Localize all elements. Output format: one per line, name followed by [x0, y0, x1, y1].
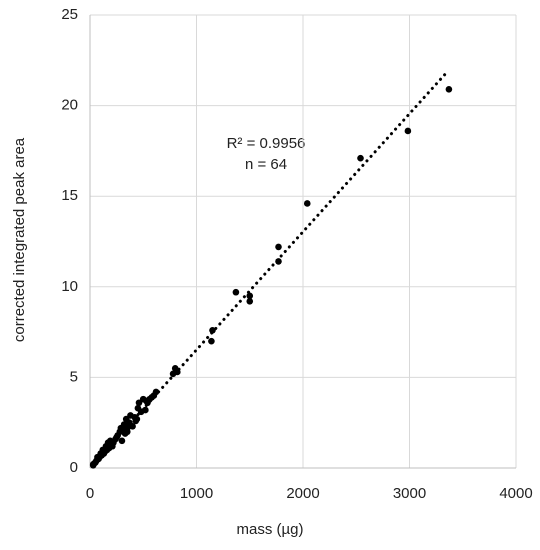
y-tick-label: 25 — [61, 6, 78, 23]
x-tick-label: 1000 — [180, 485, 213, 502]
data-point — [303, 200, 311, 207]
x-tick-label: 0 — [86, 485, 94, 502]
x-tick-label: 3000 — [393, 485, 426, 502]
data-point — [275, 258, 282, 265]
data-point — [114, 432, 121, 439]
y-axis-title: corrected integrated peak area — [11, 137, 28, 342]
y-tick-label: 0 — [70, 459, 78, 476]
x-tick-label: 4000 — [499, 485, 532, 502]
data-point — [208, 337, 215, 345]
data-point — [143, 397, 150, 405]
x-tick-label: 2000 — [286, 485, 319, 502]
data-point — [209, 326, 216, 334]
y-tick-label: 10 — [61, 278, 78, 295]
y-tick-label: 15 — [61, 187, 78, 204]
data-point — [232, 288, 240, 296]
x-axis-title: mass (µg) — [237, 521, 304, 538]
data-point — [174, 368, 181, 376]
data-point — [122, 415, 130, 423]
annotation: R² = 0.9956 — [227, 135, 306, 152]
data-point — [89, 461, 97, 469]
y-tick-label: 5 — [70, 368, 78, 385]
data-point — [150, 392, 158, 399]
data-point — [134, 404, 142, 412]
y-tick-label: 20 — [61, 97, 78, 114]
data-point — [246, 292, 254, 300]
data-point — [118, 437, 126, 445]
data-point — [357, 154, 364, 162]
data-point — [246, 297, 254, 305]
data-point — [404, 127, 412, 135]
data-point — [135, 399, 143, 407]
data-point — [123, 428, 131, 436]
data-point — [275, 243, 282, 251]
data-point — [445, 85, 453, 93]
annotation: n = 64 — [245, 156, 287, 173]
data-point — [131, 413, 139, 421]
